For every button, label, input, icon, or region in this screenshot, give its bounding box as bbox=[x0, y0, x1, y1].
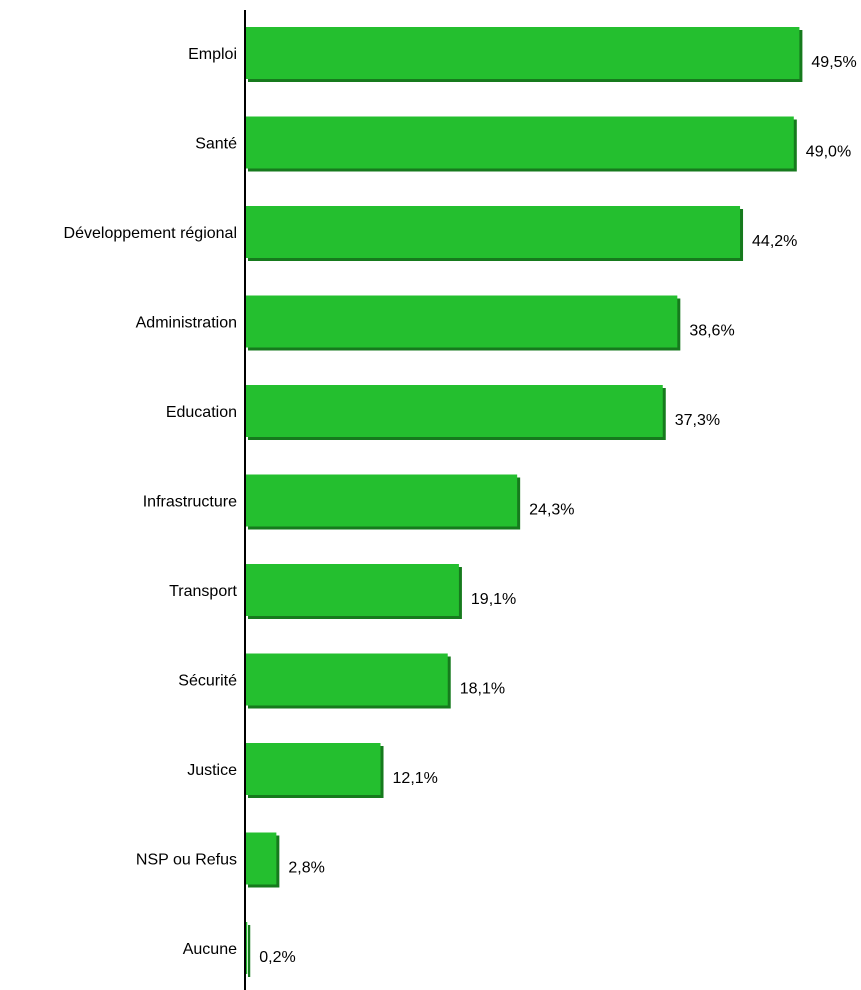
value-label: 49,0% bbox=[806, 144, 851, 161]
value-label: 49,5% bbox=[811, 54, 856, 71]
value-label: 38,6% bbox=[689, 323, 734, 340]
bar bbox=[245, 922, 248, 974]
category-label: Sécurité bbox=[178, 673, 237, 690]
category-label: Infrastructure bbox=[143, 494, 237, 511]
value-label: 19,1% bbox=[471, 591, 516, 608]
value-label: 18,1% bbox=[460, 681, 505, 698]
value-label: 12,1% bbox=[393, 770, 438, 787]
category-label: NSP ou Refus bbox=[136, 852, 237, 869]
category-label: Développement régional bbox=[64, 225, 237, 242]
bar bbox=[245, 564, 459, 616]
bar bbox=[245, 295, 678, 348]
bar bbox=[245, 653, 448, 706]
bar bbox=[245, 474, 518, 527]
bar bbox=[245, 385, 663, 437]
category-label: Transport bbox=[169, 583, 237, 600]
category-label: Administration bbox=[136, 315, 237, 332]
category-label: Justice bbox=[187, 762, 237, 779]
value-label: 2,8% bbox=[288, 860, 324, 877]
bar-shadow bbox=[248, 925, 251, 977]
bar bbox=[245, 116, 794, 169]
bar bbox=[245, 27, 800, 79]
category-label: Education bbox=[166, 404, 237, 421]
category-label: Santé bbox=[195, 136, 237, 153]
category-labels-group: Emploi Santé Développement régional Adminis… bbox=[64, 46, 238, 958]
category-label: Emploi bbox=[188, 46, 237, 63]
bar bbox=[245, 832, 277, 885]
value-label: 0,2% bbox=[259, 949, 295, 966]
value-label: 44,2% bbox=[752, 233, 797, 250]
value-labels-group: 49,5% 49,0% 44,2% 38,6% 37,3% 24,3% 19,1% 18,1%… bbox=[259, 54, 857, 966]
bars-group bbox=[245, 27, 803, 977]
bar bbox=[245, 206, 741, 258]
category-label: Aucune bbox=[183, 941, 237, 958]
value-label: 24,3% bbox=[529, 502, 574, 519]
bar bbox=[245, 743, 381, 795]
value-label: 37,3% bbox=[675, 412, 720, 429]
